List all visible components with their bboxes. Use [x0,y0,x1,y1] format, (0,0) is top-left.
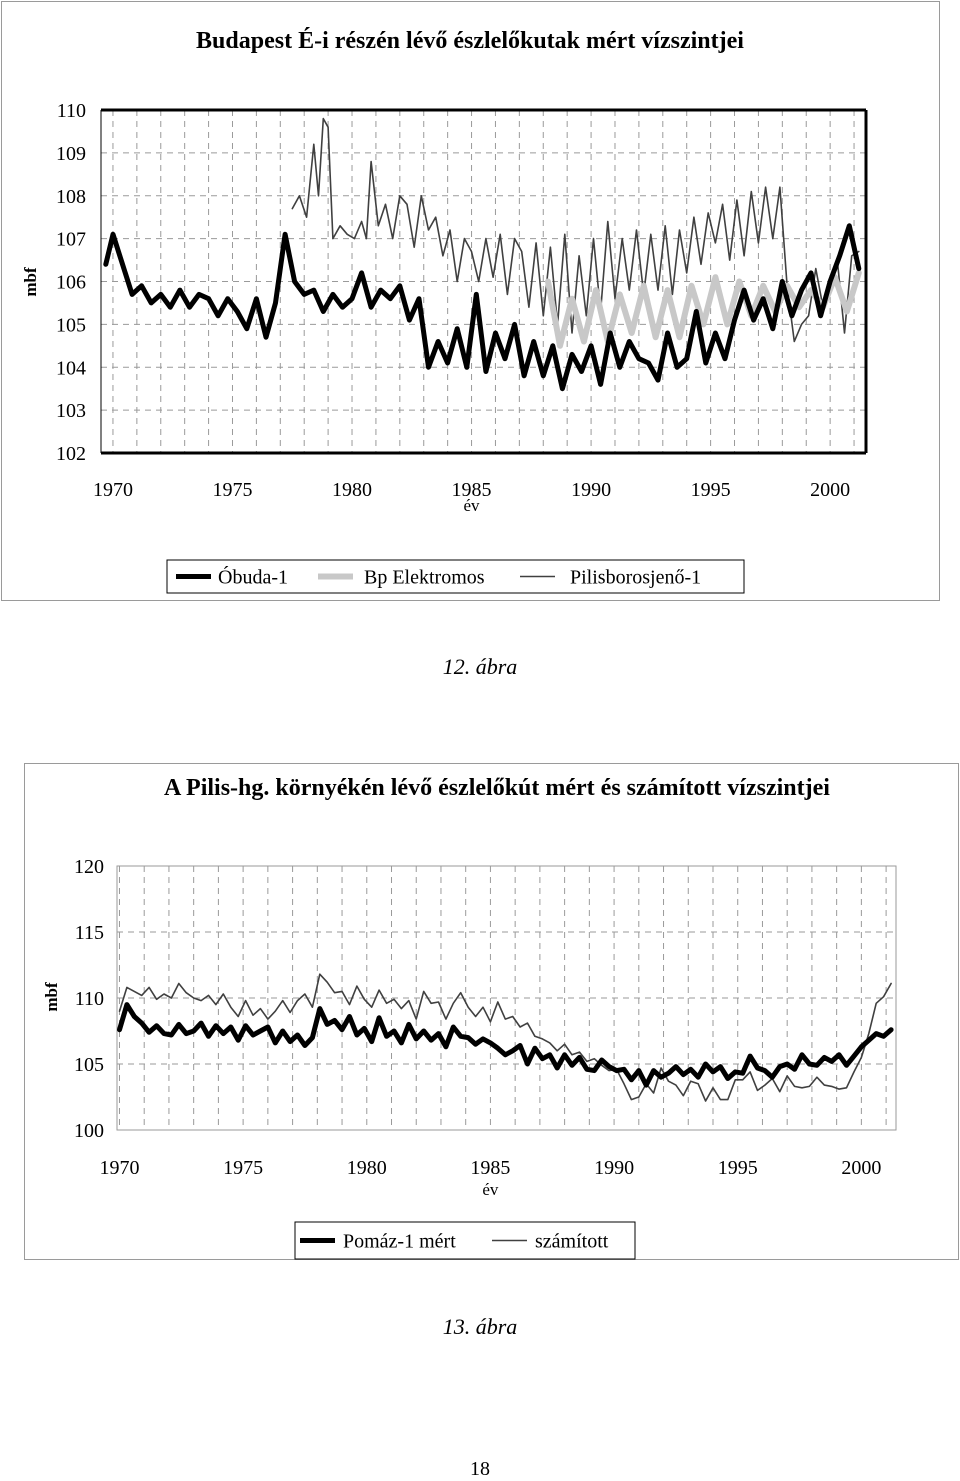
y-tick-label: 107 [56,229,86,251]
legend-entry: Pilisborosjenő-1 [570,567,701,589]
x-tick-label: 1985 [470,1157,510,1179]
x-tick-label: 1995 [718,1157,758,1179]
x-tick-label: 1990 [571,479,611,501]
legend-entry: Bp Elektromos [364,567,485,589]
x-tick-label: 1970 [93,479,133,501]
figure-caption-12: 12. ábra [442,654,518,679]
figure-caption-13: 13. ábra [442,1314,518,1339]
y-tick-label: 106 [56,272,86,294]
vertical-gridlines [112,110,855,453]
y-tick-label: 105 [56,314,86,336]
x-tick-label: 2000 [810,479,850,501]
y-tick-label: 110 [57,100,86,122]
y-axis-label: mbf [21,267,40,297]
y-tick-label: 110 [75,988,104,1010]
x-axis-label: év [464,496,481,515]
legend-box [166,559,745,594]
legend-entry: számított [535,1231,609,1253]
y-tick-label: 108 [56,186,86,208]
y-tick-label: 109 [56,143,86,165]
y-tick-label: 120 [74,856,104,878]
y-tick-label: 103 [56,400,86,422]
x-tick-label: 1980 [332,479,372,501]
y-tick-label: 104 [56,357,86,379]
chart-title: A Pilis-hg. környékén lévő észlelőkút mé… [164,775,830,801]
chart-frame-2 [24,763,959,1260]
legend-entry: Óbuda-1 [218,565,288,589]
chart-frame-1 [1,1,940,601]
series-line-sz-m-tott [118,973,892,1102]
x-tick-label: 2000 [841,1157,881,1179]
x-tick-label: 1990 [594,1157,634,1179]
x-tick-label: 1980 [347,1157,387,1179]
x-tick-label: 1995 [691,479,731,501]
x-tick-label: 1985 [452,479,492,501]
legend-entry: Pomáz-1 mért [343,1231,456,1253]
legend-box [294,1221,636,1260]
y-axis-label: mbf [42,982,61,1012]
series-line--buda-1 [103,223,862,392]
x-tick-label: 1970 [99,1157,139,1179]
page-number: 18 [470,1458,490,1480]
chart-1: Budapest É-i részén lévő észlelőkutak mé… [21,28,868,594]
series-line-pom-z-1-m-rt [117,1002,894,1088]
y-tick-label: 105 [74,1054,104,1076]
chart-2: A Pilis-hg. környékén lévő észlelőkút mé… [42,775,897,1260]
plot-border [116,865,897,1131]
series-line-pilisborosjen-1 [291,117,860,343]
x-tick-label: 1975 [223,1157,263,1179]
x-axis-label: év [482,1180,499,1199]
y-tick-label: 102 [56,443,86,465]
y-tick-label: 100 [74,1120,104,1142]
y-tick-label: 115 [75,922,104,944]
chart-title: Budapest É-i részén lévő észlelőkutak mé… [196,28,744,54]
series-line-bp-elektromos [545,269,862,349]
x-tick-label: 1975 [212,479,252,501]
